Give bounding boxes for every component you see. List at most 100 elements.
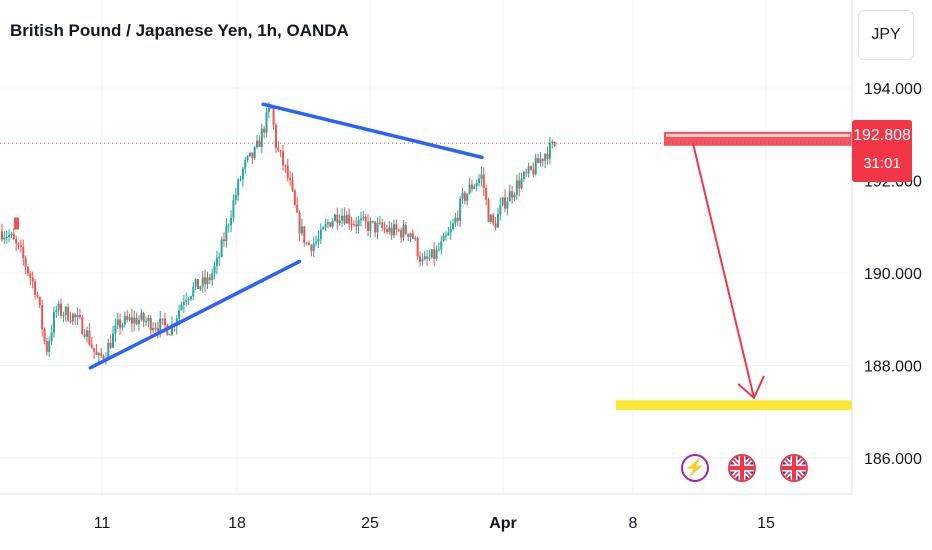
candle-body <box>48 341 51 353</box>
last-price-badge: 192.808 31:01 <box>852 120 912 182</box>
candle-body <box>369 221 372 231</box>
candle-body <box>350 223 353 225</box>
price-tick-label: 186.000 <box>864 451 922 468</box>
candle-body <box>437 249 440 251</box>
candle-body <box>312 243 315 251</box>
candle-body <box>322 227 325 230</box>
candle-body <box>482 174 485 188</box>
candle-body <box>338 220 341 224</box>
candle-body <box>265 112 268 133</box>
candle-body <box>241 168 244 180</box>
projection-arrow-line <box>692 143 755 399</box>
candle-body <box>55 309 58 312</box>
candle-body <box>135 317 138 325</box>
candle-body <box>428 257 431 259</box>
candle-body <box>182 301 185 305</box>
candle-body <box>527 166 530 174</box>
lightning-icon[interactable]: ⚡ <box>681 454 709 482</box>
candle-body <box>548 142 551 159</box>
candle-body <box>459 198 462 221</box>
candle-body <box>485 187 488 200</box>
candle-body <box>192 286 195 297</box>
candle-body <box>71 314 74 322</box>
candle-body <box>253 147 256 159</box>
candle-body <box>541 158 544 161</box>
candle-body <box>496 214 499 228</box>
time-tick-label: 18 <box>228 515 246 532</box>
candle-body <box>362 216 365 219</box>
candle-body <box>62 315 65 317</box>
uk-flag-icon[interactable] <box>780 454 808 482</box>
candle-body <box>244 159 247 169</box>
candle-body <box>258 140 261 147</box>
candle-body <box>81 317 84 335</box>
candle-body <box>518 180 521 189</box>
candle-body <box>416 238 419 257</box>
currency-button[interactable]: JPY <box>858 10 914 60</box>
candlestick-series <box>1 101 556 365</box>
time-tick-label: 25 <box>361 515 379 532</box>
candle-body <box>161 318 164 320</box>
candle-body <box>508 191 511 202</box>
candle-body <box>90 344 93 348</box>
candle-body <box>116 319 119 326</box>
candle-body <box>8 234 11 237</box>
price-tick-label: 190.000 <box>864 266 922 283</box>
candle-body <box>414 238 417 240</box>
candle-body <box>100 353 103 356</box>
candle-body <box>400 230 403 238</box>
uk-flag-icon[interactable] <box>728 454 756 482</box>
candle-body <box>388 227 391 233</box>
candle-body <box>225 225 228 242</box>
candle-body <box>142 313 145 322</box>
candle-body <box>57 303 60 310</box>
candle-body <box>501 197 504 206</box>
candle-body <box>300 226 303 234</box>
candle-body <box>515 180 518 195</box>
candle-body <box>260 128 263 147</box>
candle-body <box>10 233 13 235</box>
candle-body <box>36 295 39 297</box>
candle-body <box>45 341 48 353</box>
candle-body <box>525 172 528 174</box>
candle-body <box>539 158 542 164</box>
candle-body <box>270 107 273 109</box>
candle-body <box>213 265 216 274</box>
candle-body <box>402 225 405 238</box>
candle-body <box>393 224 396 236</box>
candle-body <box>52 311 55 333</box>
candle-body <box>452 223 455 229</box>
candle-body <box>1 231 3 240</box>
candle-body <box>215 257 218 266</box>
candle-body <box>137 319 140 325</box>
bar-countdown-label: 31:01 <box>863 155 901 172</box>
candle-body <box>343 215 346 224</box>
candle-body <box>163 318 166 326</box>
candle-body <box>64 306 67 316</box>
candle-body <box>293 190 296 205</box>
candle-body <box>133 317 136 324</box>
candle-body <box>317 238 320 242</box>
candle-body <box>3 237 6 240</box>
candle-body <box>277 147 280 151</box>
candle-body <box>263 128 266 133</box>
candle-body <box>310 244 313 251</box>
candle-body <box>419 256 422 262</box>
candle-body <box>78 315 81 318</box>
candle-body <box>376 222 379 233</box>
candle-body <box>180 304 183 311</box>
candle-body <box>470 184 473 189</box>
candle-body <box>230 217 233 226</box>
candle-body <box>147 317 150 322</box>
candle-body <box>83 334 86 337</box>
candle-body <box>291 179 294 191</box>
candle-body <box>102 355 105 359</box>
candle-body <box>532 169 535 175</box>
candle-body <box>222 239 225 242</box>
candle-body <box>341 215 344 221</box>
candle-body <box>324 223 327 228</box>
candle-body <box>204 277 207 285</box>
candle-body <box>537 157 540 164</box>
